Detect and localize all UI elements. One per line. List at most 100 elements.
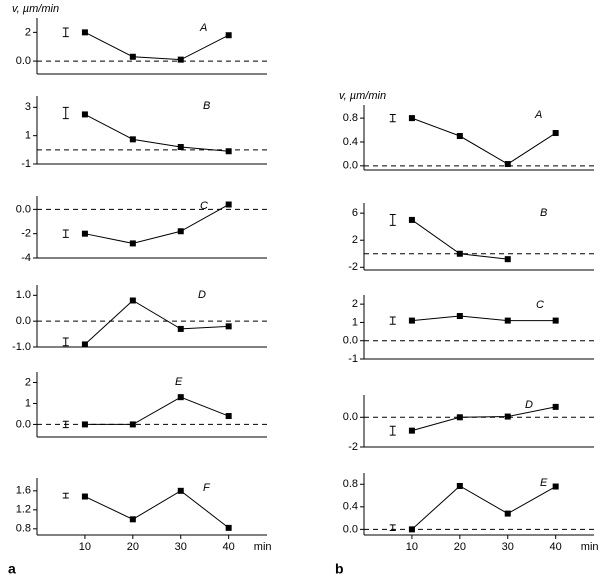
y-tick-label: 0.0 [343,335,358,347]
data-point [177,394,184,401]
x-tick-label: 10 [79,541,91,553]
error-bar [62,337,69,347]
x-tick-label: 40 [223,541,235,553]
y-tick-label: 0.8 [16,523,31,535]
error-bar [62,420,69,429]
y-tick-label: 1 [25,130,31,142]
error-bar [389,524,396,531]
data-line [84,299,229,345]
data-point [504,510,511,517]
data-point [456,313,463,320]
data-point [504,161,511,168]
y-tick-label: 0.0 [16,315,31,327]
data-point [81,111,88,118]
y-tick-label: 2 [352,298,358,310]
x-axis-label: min [254,541,272,553]
panel-annotation: D [198,289,206,301]
data-point [456,133,463,140]
y-tick-label: 1 [25,397,31,409]
data-point [408,115,415,122]
y-tick-label: -1 [21,158,31,170]
y-tick-label: -2 [348,261,358,273]
y-axis-label: v, µm/min [339,90,386,102]
data-point [552,483,559,490]
data-point [504,256,511,263]
data-line [84,204,229,244]
x-tick-label: 30 [502,541,514,553]
error-bar [62,27,69,38]
data-point [225,148,232,155]
data-point [81,421,88,428]
error-bar [62,492,69,499]
y-tick-label: 0.4 [343,501,358,513]
panel-annotation: D [525,399,533,411]
panel-annotation: A [534,109,542,121]
y-axis-label: v, µm/min [12,3,59,15]
error-bar [389,114,396,123]
data-point [552,317,559,324]
data-point [552,403,559,410]
data-point [81,230,88,237]
data-line [84,490,229,529]
error-bar [389,214,396,226]
data-line [411,406,556,432]
data-point [177,228,184,235]
y-tick-label: 0.8 [343,112,358,124]
x-tick-label: 10 [406,541,418,553]
data-point [129,53,136,60]
error-bar [62,229,69,238]
y-tick-label: -2 [21,228,31,240]
y-tick-label: 1.6 [16,485,31,497]
data-point [408,216,415,223]
data-point [177,325,184,332]
y-tick-label: 1 [352,316,358,328]
y-tick-label: 3 [25,101,31,113]
panel-annotation: C [200,200,208,212]
data-point [129,421,136,428]
panel-annotation: B [540,207,547,219]
y-tick-label: 1.2 [16,504,31,516]
y-tick-label: 0.0 [343,411,358,423]
panel-annotation: C [536,299,544,311]
panel-annotation: B [203,100,210,112]
data-line [84,113,229,152]
data-point [129,240,136,247]
data-point [177,487,184,494]
data-point [504,317,511,324]
y-tick-label: 1.0 [16,289,31,301]
y-tick-label: 0.0 [16,418,31,430]
data-point [81,29,88,36]
data-point [456,250,463,257]
data-line [411,117,556,165]
y-tick-label: 0.0 [343,160,358,172]
panel-label: b [335,561,344,575]
panel-annotation: F [203,482,211,494]
data-point [81,341,88,348]
panel-label: a [8,561,16,575]
y-tick-label: 0.0 [343,523,358,535]
y-tick-label: -1 [348,353,358,365]
data-point [225,32,232,39]
data-point [129,516,136,523]
data-point [225,524,232,531]
y-tick-label: 0.0 [16,55,31,67]
x-tick-label: 30 [175,541,187,553]
error-bar [62,106,69,120]
y-tick-label: 6 [352,207,358,219]
data-line [84,396,229,425]
data-point [225,413,232,420]
y-tick-label: -1.0 [12,341,31,353]
x-tick-label: 20 [454,541,466,553]
data-line [411,485,556,530]
y-tick-label: 2 [25,376,31,388]
x-axis-label: min [581,541,599,553]
error-bar [389,425,396,436]
data-point [456,482,463,489]
y-tick-label: 0.0 [16,203,31,215]
x-tick-label: 20 [127,541,139,553]
data-point [177,144,184,150]
panel-annotation: A [199,22,207,34]
y-tick-label: 2 [25,26,31,38]
data-point [129,297,136,304]
